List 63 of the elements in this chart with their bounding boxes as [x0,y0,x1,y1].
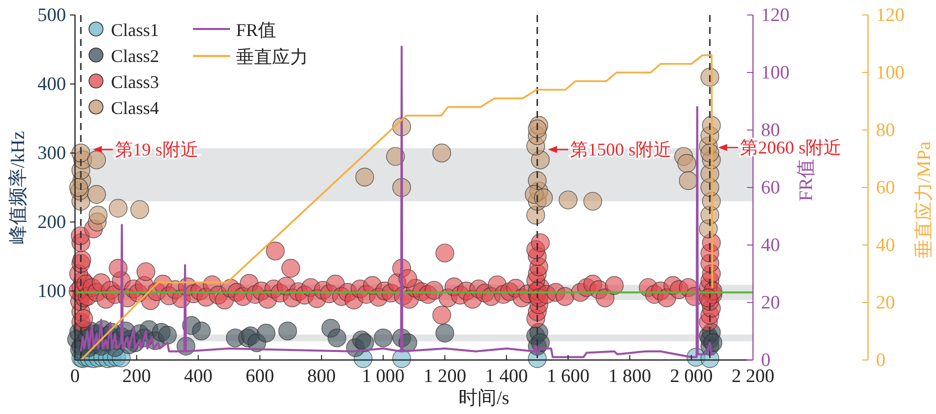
y3-tick-label: 60 [876,178,895,198]
y3-axis-title: 垂直应力/MPa [913,140,935,259]
y2-tick-label: 80 [761,120,780,141]
x-tick-label: 2 000 [670,366,713,387]
point [677,154,696,173]
x-tick-label: 800 [307,366,336,387]
legend-label: Class1 [111,20,160,40]
y2-tick-label: 120 [761,5,790,26]
y2-axis-title: FR值 [796,158,817,202]
point [108,198,128,218]
point [158,326,177,345]
y-tick-label: 500 [38,5,66,26]
y2-tick-label: 100 [761,62,790,84]
y-axis-title: 峰值频率/kHz [7,131,29,244]
annotation: 第1500 s附近 [570,140,672,160]
legend-label: Class3 [111,72,160,92]
legend-label: 垂直应力 [236,47,308,67]
point [355,168,374,186]
point [435,324,454,342]
point [192,322,211,340]
x-tick-label: 1 400 [485,366,528,387]
point [278,322,297,340]
point [432,144,452,162]
point [328,328,346,348]
legend-label: Class4 [111,98,160,118]
point [678,171,698,190]
x-tick-label: 600 [246,366,274,387]
y2-tick-label: 60 [761,178,780,198]
x-tick-label: 200 [122,366,151,387]
y-tick-label: 200 [38,212,66,233]
x-tick-label: 1 600 [546,366,590,387]
y-tick-label: 100 [38,281,66,302]
y-tick-label: 400 [38,74,66,95]
point [256,324,276,342]
point [558,190,578,210]
point [583,192,602,211]
point [355,333,374,352]
annotation: 第19 s附近 [114,140,198,160]
y3-tick-label: 100 [876,62,904,84]
y3-tick-label: 20 [876,292,895,314]
y-tick-label: 300 [38,143,66,164]
y3-tick-label: 0 [876,350,886,371]
point [374,328,393,348]
y3-tick-label: 80 [876,120,895,141]
x-tick-label: 1 200 [423,366,466,387]
legend-label: FR值 [236,20,276,40]
point [87,150,106,170]
legend-label: Class2 [111,46,160,66]
x-tick-label: 1 800 [608,366,652,387]
x-tick-label: 0 [70,366,80,387]
y2-tick-label: 20 [761,292,780,314]
point [534,188,553,208]
point [130,200,150,219]
x-axis-title: 时间/s [458,388,510,409]
y2-tick-label: 40 [761,235,780,256]
x-tick-label: 1 000 [362,366,405,387]
point [87,185,106,204]
point [528,120,547,138]
x-tick-label: 2 200 [732,366,774,387]
x-tick-label: 400 [184,366,213,387]
y3-tick-label: 120 [876,5,904,26]
point [88,206,108,224]
y3-tick-label: 40 [876,235,895,256]
